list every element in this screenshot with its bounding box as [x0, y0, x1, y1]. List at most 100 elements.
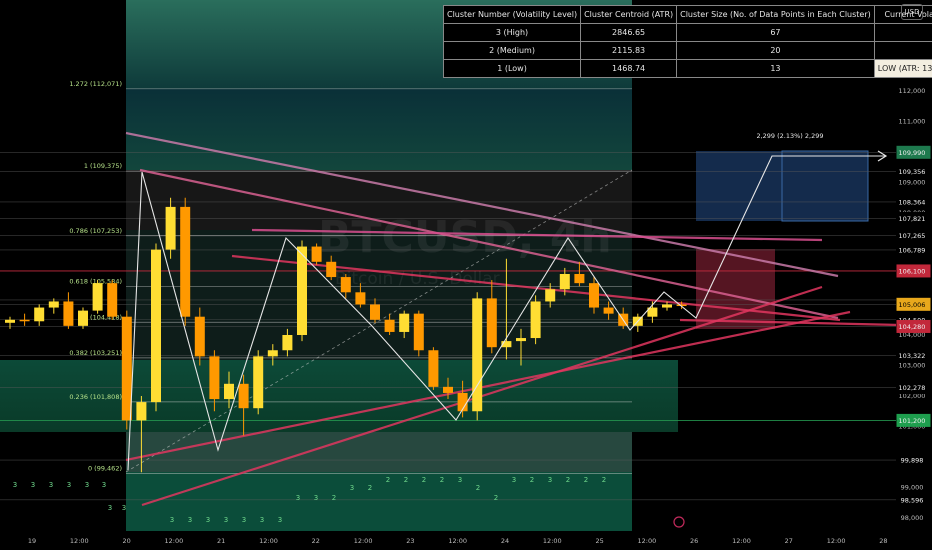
cluster-mark: 2 [386, 476, 390, 484]
cluster-mark: 3 [224, 516, 228, 524]
price-label-text: 106,100 [899, 267, 926, 275]
candle [676, 301, 687, 310]
x-tick-label: 12:00 [827, 537, 846, 545]
x-tick-label: 12:00 [732, 537, 751, 545]
price-label-box [896, 413, 931, 427]
candle [589, 277, 599, 314]
price-label-box [896, 264, 931, 278]
candle [121, 310, 132, 430]
candle [194, 307, 205, 366]
candle-body [151, 249, 161, 403]
candle-body [501, 341, 512, 348]
cluster-mark: 3 [206, 516, 210, 524]
candle-body [603, 307, 614, 314]
price-label-text: 109,990 [899, 149, 926, 157]
cluster-mark: 3 [512, 476, 516, 484]
candle [92, 280, 103, 314]
cluster-mark: 3 [13, 481, 17, 489]
cluster-mark: 3 [548, 476, 552, 484]
y-tick-label: 111,000 [899, 118, 926, 126]
cluster-mark: 3 [102, 481, 106, 489]
candle-body [370, 304, 380, 320]
candle [559, 267, 570, 296]
candle-body [5, 319, 15, 323]
table-cell: 1468.74 [580, 59, 678, 78]
candle-body [19, 319, 30, 322]
candle [443, 377, 453, 400]
table-cell: 3 (High) [442, 23, 582, 42]
price-label-box [896, 297, 931, 311]
fib-label: 1 (109,375) [84, 162, 122, 170]
x-tick-label: 20 [122, 537, 130, 545]
table-header-row: Cluster Number (Volatility Level) Cluste… [442, 5, 932, 24]
x-tick-label: 21 [217, 537, 225, 545]
cluster-mark: 2 [332, 494, 336, 502]
candle [34, 304, 45, 326]
support-trend-line [125, 310, 851, 462]
cluster-mark: 3 [260, 516, 264, 524]
price-label-box [896, 165, 931, 179]
fib-label: 1.272 (112,071) [69, 80, 122, 88]
currency-label[interactable]: USD [901, 4, 923, 20]
x-tick-label: 12:00 [638, 537, 657, 545]
table-cell: 1 (Low) [442, 59, 582, 78]
candle [370, 298, 380, 323]
candle [326, 255, 337, 281]
cluster-mark: 3 [170, 516, 174, 524]
candle-body [574, 274, 585, 284]
candle-body [443, 386, 453, 393]
candle [107, 280, 118, 320]
current-volatility-cell: LOW (ATR: 1353.27) [873, 59, 932, 78]
fib-label: 0.236 (101,808) [69, 393, 122, 401]
candle [19, 313, 30, 326]
candle [457, 380, 468, 418]
candle-body [676, 304, 687, 307]
cluster-mark: 3 [31, 481, 35, 489]
candle [136, 396, 147, 473]
candle-body [647, 307, 658, 317]
y-tick-label: 112,000 [899, 87, 926, 95]
candle [428, 347, 439, 390]
price-label-box [896, 243, 931, 257]
table-cell [873, 41, 932, 60]
candle-body [589, 283, 599, 308]
table-cell [873, 23, 932, 42]
price-label-text: 102,278 [899, 384, 926, 392]
price-label-box [896, 211, 931, 225]
resistance-trend-line [251, 228, 823, 242]
lower-grey-zone [126, 432, 632, 472]
candle-body [428, 350, 439, 387]
price-label-box [896, 228, 931, 242]
price-label-box [896, 145, 931, 159]
candle [530, 295, 541, 345]
price-label-box [896, 195, 931, 209]
cluster-mark: 2 [530, 476, 534, 484]
candle-body [194, 316, 205, 357]
candle [486, 280, 497, 354]
x-tick-label: 12:00 [543, 537, 562, 545]
candle-body [399, 313, 410, 332]
short-line [679, 318, 901, 327]
x-tick-label: 24 [501, 537, 509, 545]
candle [165, 197, 176, 259]
cluster-mark: 3 [49, 481, 53, 489]
time-axis: 19 12:00 20 12:00 21 12:00 22 12:00 23 12:00 24 12:… [0, 516, 932, 550]
price-label-text: 105,006 [899, 301, 926, 309]
candle-body [63, 301, 74, 326]
candle-body [224, 383, 234, 400]
candle [63, 292, 74, 329]
event-icon [673, 516, 685, 528]
cluster-mark: 2 [566, 476, 570, 484]
watermark-name: Bitcoin / U.S. Dollar [335, 269, 500, 289]
candle-body [311, 246, 322, 262]
x-tick-label: 23 [406, 537, 414, 545]
fib-label: 0.618 (105,584) [69, 278, 122, 286]
table-row: 1 (Low) 1468.74 13 LOW (ATR: 1353.27) [442, 59, 932, 78]
x-tick-label: 19 [28, 537, 36, 545]
projection-path: 2,299 (2.13%) 2,299 [127, 132, 888, 471]
price-label-box [896, 349, 931, 363]
cluster-mark: 2 [476, 484, 480, 492]
candle [574, 261, 585, 287]
candle [267, 344, 278, 366]
